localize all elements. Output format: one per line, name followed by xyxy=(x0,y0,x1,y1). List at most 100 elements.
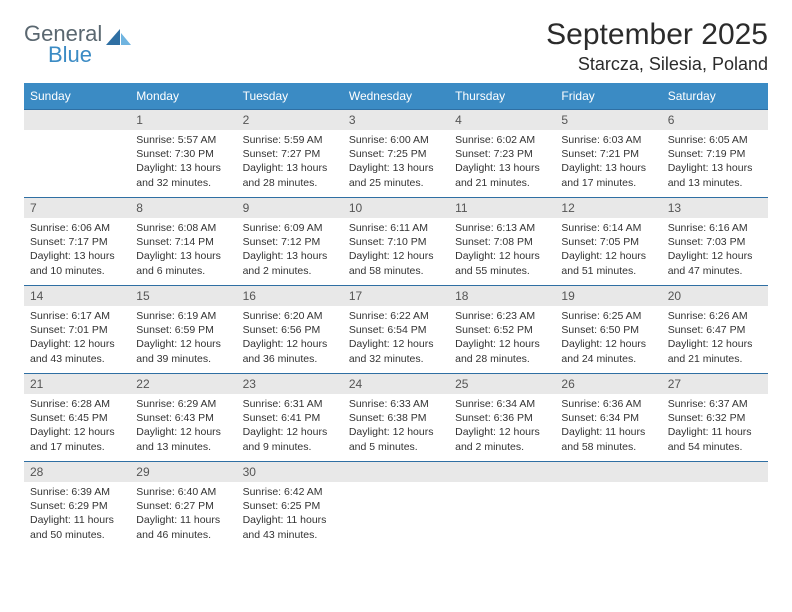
location: Starcza, Silesia, Poland xyxy=(546,54,768,75)
dow-wednesday: Wednesday xyxy=(343,83,449,110)
day-cell: 22Sunrise: 6:29 AMSunset: 6:43 PMDayligh… xyxy=(130,374,236,462)
day-of-week-row: SundayMondayTuesdayWednesdayThursdayFrid… xyxy=(24,83,768,110)
day-number: 25 xyxy=(449,374,555,394)
day-number: 7 xyxy=(24,198,130,218)
day-number: 15 xyxy=(130,286,236,306)
day-details: Sunrise: 6:08 AMSunset: 7:14 PMDaylight:… xyxy=(130,218,236,282)
day-number: 23 xyxy=(237,374,343,394)
day-number: 6 xyxy=(662,110,768,130)
day-details: Sunrise: 6:11 AMSunset: 7:10 PMDaylight:… xyxy=(343,218,449,282)
day-details: Sunrise: 6:25 AMSunset: 6:50 PMDaylight:… xyxy=(555,306,661,370)
day-number-empty xyxy=(555,462,661,482)
day-cell: 12Sunrise: 6:14 AMSunset: 7:05 PMDayligh… xyxy=(555,198,661,286)
day-details: Sunrise: 6:06 AMSunset: 7:17 PMDaylight:… xyxy=(24,218,130,282)
day-number: 28 xyxy=(24,462,130,482)
day-details: Sunrise: 6:22 AMSunset: 6:54 PMDaylight:… xyxy=(343,306,449,370)
day-details: Sunrise: 6:36 AMSunset: 6:34 PMDaylight:… xyxy=(555,394,661,458)
day-number: 24 xyxy=(343,374,449,394)
dow-monday: Monday xyxy=(130,83,236,110)
day-cell: 13Sunrise: 6:16 AMSunset: 7:03 PMDayligh… xyxy=(662,198,768,286)
day-details: Sunrise: 6:33 AMSunset: 6:38 PMDaylight:… xyxy=(343,394,449,458)
day-number-empty xyxy=(343,462,449,482)
logo-text-blue: Blue xyxy=(24,45,102,66)
day-cell: 9Sunrise: 6:09 AMSunset: 7:12 PMDaylight… xyxy=(237,198,343,286)
day-cell: 15Sunrise: 6:19 AMSunset: 6:59 PMDayligh… xyxy=(130,286,236,374)
day-cell: 19Sunrise: 6:25 AMSunset: 6:50 PMDayligh… xyxy=(555,286,661,374)
day-number: 4 xyxy=(449,110,555,130)
logo: General Blue xyxy=(24,18,132,66)
day-number-empty xyxy=(662,462,768,482)
week-row: 7Sunrise: 6:06 AMSunset: 7:17 PMDaylight… xyxy=(24,198,768,286)
day-number-empty xyxy=(449,462,555,482)
day-details: Sunrise: 6:02 AMSunset: 7:23 PMDaylight:… xyxy=(449,130,555,194)
day-number: 20 xyxy=(662,286,768,306)
day-details: Sunrise: 6:26 AMSunset: 6:47 PMDaylight:… xyxy=(662,306,768,370)
day-number: 8 xyxy=(130,198,236,218)
week-row: 28Sunrise: 6:39 AMSunset: 6:29 PMDayligh… xyxy=(24,462,768,550)
day-details: Sunrise: 6:42 AMSunset: 6:25 PMDaylight:… xyxy=(237,482,343,546)
day-details: Sunrise: 6:09 AMSunset: 7:12 PMDaylight:… xyxy=(237,218,343,282)
day-details: Sunrise: 6:19 AMSunset: 6:59 PMDaylight:… xyxy=(130,306,236,370)
day-cell: 2Sunrise: 5:59 AMSunset: 7:27 PMDaylight… xyxy=(237,110,343,198)
day-cell xyxy=(449,462,555,550)
day-number: 19 xyxy=(555,286,661,306)
day-cell: 18Sunrise: 6:23 AMSunset: 6:52 PMDayligh… xyxy=(449,286,555,374)
day-details: Sunrise: 5:57 AMSunset: 7:30 PMDaylight:… xyxy=(130,130,236,194)
dow-friday: Friday xyxy=(555,83,661,110)
day-cell: 5Sunrise: 6:03 AMSunset: 7:21 PMDaylight… xyxy=(555,110,661,198)
day-number: 26 xyxy=(555,374,661,394)
day-cell xyxy=(555,462,661,550)
day-cell xyxy=(343,462,449,550)
day-cell: 27Sunrise: 6:37 AMSunset: 6:32 PMDayligh… xyxy=(662,374,768,462)
day-cell: 6Sunrise: 6:05 AMSunset: 7:19 PMDaylight… xyxy=(662,110,768,198)
day-number: 9 xyxy=(237,198,343,218)
day-details: Sunrise: 5:59 AMSunset: 7:27 PMDaylight:… xyxy=(237,130,343,194)
day-number: 11 xyxy=(449,198,555,218)
day-details: Sunrise: 6:17 AMSunset: 7:01 PMDaylight:… xyxy=(24,306,130,370)
day-details: Sunrise: 6:03 AMSunset: 7:21 PMDaylight:… xyxy=(555,130,661,194)
week-row: 21Sunrise: 6:28 AMSunset: 6:45 PMDayligh… xyxy=(24,374,768,462)
day-number: 17 xyxy=(343,286,449,306)
dow-saturday: Saturday xyxy=(662,83,768,110)
day-number: 12 xyxy=(555,198,661,218)
day-number: 16 xyxy=(237,286,343,306)
day-details: Sunrise: 6:39 AMSunset: 6:29 PMDaylight:… xyxy=(24,482,130,546)
day-cell: 25Sunrise: 6:34 AMSunset: 6:36 PMDayligh… xyxy=(449,374,555,462)
dow-thursday: Thursday xyxy=(449,83,555,110)
day-number: 21 xyxy=(24,374,130,394)
day-cell: 8Sunrise: 6:08 AMSunset: 7:14 PMDaylight… xyxy=(130,198,236,286)
day-cell: 14Sunrise: 6:17 AMSunset: 7:01 PMDayligh… xyxy=(24,286,130,374)
day-number: 14 xyxy=(24,286,130,306)
day-cell: 20Sunrise: 6:26 AMSunset: 6:47 PMDayligh… xyxy=(662,286,768,374)
day-cell: 10Sunrise: 6:11 AMSunset: 7:10 PMDayligh… xyxy=(343,198,449,286)
day-details: Sunrise: 6:20 AMSunset: 6:56 PMDaylight:… xyxy=(237,306,343,370)
day-cell: 7Sunrise: 6:06 AMSunset: 7:17 PMDaylight… xyxy=(24,198,130,286)
day-details: Sunrise: 6:29 AMSunset: 6:43 PMDaylight:… xyxy=(130,394,236,458)
day-number: 13 xyxy=(662,198,768,218)
day-cell: 11Sunrise: 6:13 AMSunset: 7:08 PMDayligh… xyxy=(449,198,555,286)
day-details: Sunrise: 6:14 AMSunset: 7:05 PMDaylight:… xyxy=(555,218,661,282)
day-cell: 4Sunrise: 6:02 AMSunset: 7:23 PMDaylight… xyxy=(449,110,555,198)
logo-sail-icon xyxy=(106,28,132,46)
dow-sunday: Sunday xyxy=(24,83,130,110)
day-number: 29 xyxy=(130,462,236,482)
header: General Blue September 2025 Starcza, Sil… xyxy=(24,18,768,75)
day-number: 22 xyxy=(130,374,236,394)
day-cell: 3Sunrise: 6:00 AMSunset: 7:25 PMDaylight… xyxy=(343,110,449,198)
calendar-table: SundayMondayTuesdayWednesdayThursdayFrid… xyxy=(24,83,768,550)
day-cell: 16Sunrise: 6:20 AMSunset: 6:56 PMDayligh… xyxy=(237,286,343,374)
day-details: Sunrise: 6:31 AMSunset: 6:41 PMDaylight:… xyxy=(237,394,343,458)
day-cell: 1Sunrise: 5:57 AMSunset: 7:30 PMDaylight… xyxy=(130,110,236,198)
day-details: Sunrise: 6:16 AMSunset: 7:03 PMDaylight:… xyxy=(662,218,768,282)
day-cell: 21Sunrise: 6:28 AMSunset: 6:45 PMDayligh… xyxy=(24,374,130,462)
day-number: 5 xyxy=(555,110,661,130)
day-number: 3 xyxy=(343,110,449,130)
day-number: 10 xyxy=(343,198,449,218)
day-number: 27 xyxy=(662,374,768,394)
day-cell: 17Sunrise: 6:22 AMSunset: 6:54 PMDayligh… xyxy=(343,286,449,374)
day-number: 1 xyxy=(130,110,236,130)
day-cell: 28Sunrise: 6:39 AMSunset: 6:29 PMDayligh… xyxy=(24,462,130,550)
day-details: Sunrise: 6:00 AMSunset: 7:25 PMDaylight:… xyxy=(343,130,449,194)
day-details: Sunrise: 6:05 AMSunset: 7:19 PMDaylight:… xyxy=(662,130,768,194)
day-number-empty xyxy=(24,110,130,130)
